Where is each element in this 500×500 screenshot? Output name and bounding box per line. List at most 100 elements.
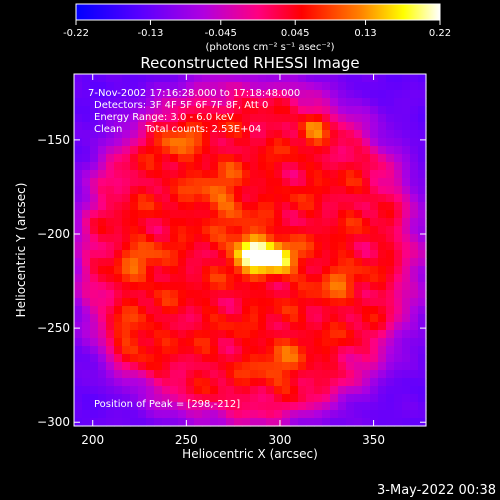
heatmap-cell <box>82 146 91 155</box>
heatmap-cell <box>370 186 379 195</box>
heatmap-cell <box>162 194 171 203</box>
heatmap-cell <box>74 210 83 219</box>
heatmap-cell <box>282 330 291 339</box>
heatmap-cell <box>346 170 355 179</box>
heatmap-cell <box>282 210 291 219</box>
heatmap-cell <box>114 322 123 331</box>
heatmap-cell <box>82 98 91 107</box>
heatmap-cell <box>330 170 339 179</box>
heatmap-cell <box>354 402 363 411</box>
heatmap-cell <box>194 218 203 227</box>
heatmap-cell <box>154 162 163 171</box>
heatmap-cell <box>314 338 323 347</box>
heatmap-cell <box>122 306 131 315</box>
heatmap-cell <box>322 130 331 139</box>
heatmap-cell <box>122 98 131 107</box>
heatmap-cell <box>378 418 387 427</box>
heatmap-cell <box>402 386 411 395</box>
heatmap-cell <box>90 218 99 227</box>
heatmap-cell <box>298 138 307 147</box>
axis-ticks: 200 250 300 350−150−200−250−300 <box>37 74 426 447</box>
heatmap-cell <box>290 242 299 251</box>
heatmap-cell <box>282 402 291 411</box>
heatmap-cell <box>330 226 339 235</box>
heatmap-cell <box>354 370 363 379</box>
heatmap-cell <box>290 322 299 331</box>
heatmap-cell <box>362 354 371 363</box>
heatmap-cell <box>234 362 243 371</box>
heatmap-cell <box>82 154 91 163</box>
heatmap-cell <box>162 170 171 179</box>
heatmap-cell <box>226 346 235 355</box>
heatmap-cell <box>114 170 123 179</box>
heatmap-cell <box>114 114 123 123</box>
heatmap-cell <box>314 394 323 403</box>
heatmap-cell <box>210 122 219 131</box>
colorbar-tick-label: 0.045 <box>281 28 310 39</box>
heatmap-cell <box>226 402 235 411</box>
heatmap-cell <box>106 338 115 347</box>
heatmap-cell <box>410 402 419 411</box>
heatmap-cell <box>410 362 419 371</box>
heatmap-cell <box>122 186 131 195</box>
heatmap-cell <box>194 418 203 427</box>
heatmap-cell <box>194 138 203 147</box>
heatmap-cell <box>90 402 99 411</box>
heatmap-cell <box>106 394 115 403</box>
heatmap-cell <box>402 106 411 115</box>
heatmap-cell <box>106 130 115 139</box>
heatmap-cell <box>82 402 91 411</box>
heatmap-cell <box>378 186 387 195</box>
heatmap-cell <box>146 106 155 115</box>
heatmap-cell <box>346 330 355 339</box>
heatmap-cell <box>314 218 323 227</box>
heatmap-cell <box>90 186 99 195</box>
heatmap-cell <box>178 338 187 347</box>
heatmap-cell <box>314 242 323 251</box>
heatmap-cell <box>346 362 355 371</box>
heatmap-cell <box>122 218 131 227</box>
heatmap-cell <box>250 170 259 179</box>
heatmap-cell <box>346 290 355 299</box>
heatmap-cell <box>154 178 163 187</box>
heatmap-cell <box>338 138 347 147</box>
heatmap-cell <box>362 402 371 411</box>
heatmap-cell <box>178 418 187 427</box>
heatmap-cell <box>330 314 339 323</box>
heatmap-cell <box>154 362 163 371</box>
heatmap-cell <box>290 418 299 427</box>
heatmap-cell <box>282 98 291 107</box>
heatmap-cell <box>298 354 307 363</box>
heatmap-cell <box>178 218 187 227</box>
heatmap-cell <box>218 386 227 395</box>
heatmap-cell <box>362 410 371 419</box>
heatmap-cell <box>330 306 339 315</box>
heatmap-cell <box>386 402 395 411</box>
heatmap-cell <box>290 146 299 155</box>
heatmap-cell <box>114 202 123 211</box>
heatmap-cell <box>282 338 291 347</box>
heatmap-cell <box>298 298 307 307</box>
colorbar-gradient <box>75 3 441 21</box>
heatmap-cell <box>258 306 267 315</box>
heatmap-cell <box>394 162 403 171</box>
heatmap-cell <box>186 146 195 155</box>
heatmap-cell <box>202 402 211 411</box>
heatmap-cell <box>146 314 155 323</box>
heatmap-cell <box>338 330 347 339</box>
heatmap-cell <box>202 98 211 107</box>
heatmap-cell <box>266 82 275 91</box>
heatmap-cell <box>122 290 131 299</box>
heatmap-cell <box>418 354 427 363</box>
heatmap-cell <box>146 338 155 347</box>
heatmap-cell <box>282 346 291 355</box>
heatmap-cell <box>290 354 299 363</box>
heatmap-cell <box>354 138 363 147</box>
heatmap-cell <box>378 258 387 267</box>
heatmap-cell <box>298 234 307 243</box>
heatmap-cell <box>210 386 219 395</box>
heatmap-cell <box>210 98 219 107</box>
heatmap-cell <box>322 186 331 195</box>
heatmap-cell <box>170 226 179 235</box>
heatmap-cell <box>362 274 371 283</box>
